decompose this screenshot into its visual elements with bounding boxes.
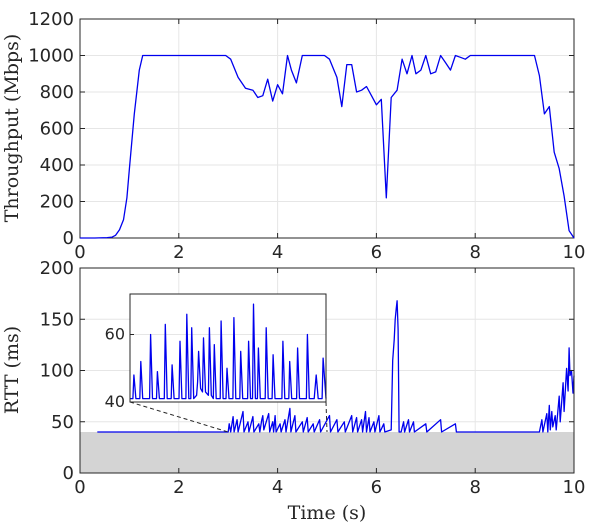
x-tick-label: 10: [563, 242, 586, 263]
y-tick-label: 1000: [28, 46, 74, 67]
inset-frame: [129, 293, 327, 403]
x-tick-label: 4: [272, 477, 283, 498]
y-tick-label: 0: [63, 463, 74, 484]
x-tick-label: 0: [74, 242, 85, 263]
throughput-series-line: [80, 54, 575, 239]
inset-tick-labels: 40 60: [105, 325, 134, 411]
inset-y-tick-label: 40: [105, 392, 125, 411]
y-tick-label: 50: [51, 412, 74, 433]
inset-y-tick-label: 60: [105, 325, 125, 344]
x-tick-label: 0: [74, 477, 85, 498]
x-tick-label: 2: [173, 242, 184, 263]
x-tick-label: 6: [371, 477, 382, 498]
y-tick-label: 100: [40, 361, 74, 382]
rtt-ylabel: RTT (ms): [1, 326, 23, 414]
y-tick-label: 200: [40, 258, 74, 279]
zoom-connector-right: [325, 401, 328, 433]
y-tick-label: 200: [40, 192, 74, 213]
throughput-panel: 0 2 4 6 8 10 0 200 400 600 800 1000 1200 Throughput …: [1, 9, 585, 263]
throughput-grid: [79, 18, 575, 239]
rtt-baseline-band: [80, 432, 574, 473]
y-tick-label: 400: [40, 155, 74, 176]
x-tick-label: 2: [173, 477, 184, 498]
inset-series-line: [130, 303, 327, 400]
x-tick-label: 10: [563, 477, 586, 498]
y-tick-label: 0: [63, 228, 74, 249]
x-tick-label: 6: [371, 242, 382, 263]
rtt-inset: 40 60: [105, 293, 327, 411]
y-tick-label: 150: [40, 309, 74, 330]
y-tick-label: 1200: [28, 9, 74, 30]
throughput-ylabel: Throughput (Mbps): [1, 34, 23, 223]
x-tick-label: 4: [272, 242, 283, 263]
rtt-xlabel: Time (s): [288, 502, 367, 524]
rtt-series-line: [97, 300, 575, 433]
throughput-tick-labels: 0 2 4 6 8 10 0 200 400 600 800 1000 1200: [28, 9, 585, 263]
y-tick-label: 600: [40, 119, 74, 140]
x-tick-label: 8: [469, 242, 480, 263]
y-tick-label: 800: [40, 82, 74, 103]
zoom-connector-left: [129, 401, 229, 433]
x-tick-label: 8: [469, 477, 480, 498]
